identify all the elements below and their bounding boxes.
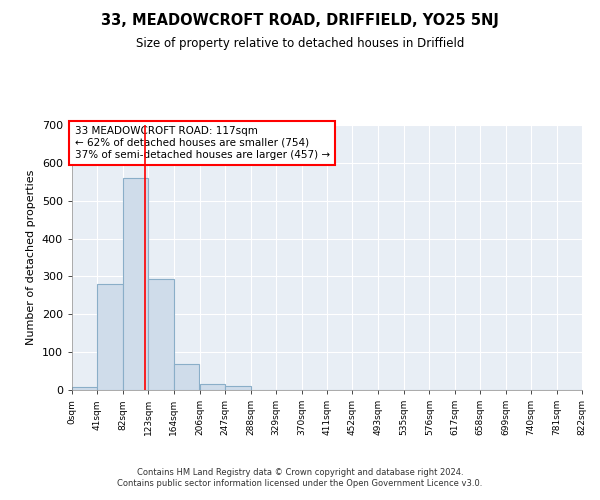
Bar bbox=[148, 280, 174, 390]
Text: 33 MEADOWCROFT ROAD: 117sqm
← 62% of detached houses are smaller (754)
37% of se: 33 MEADOWCROFT ROAD: 117sqm ← 62% of det… bbox=[74, 126, 329, 160]
Bar bbox=[123, 178, 148, 390]
Y-axis label: Number of detached properties: Number of detached properties bbox=[26, 170, 36, 345]
Bar bbox=[72, 387, 97, 390]
Text: Contains HM Land Registry data © Crown copyright and database right 2024.
Contai: Contains HM Land Registry data © Crown c… bbox=[118, 468, 482, 487]
Bar bbox=[200, 384, 225, 390]
Bar bbox=[97, 284, 123, 390]
Text: Size of property relative to detached houses in Driffield: Size of property relative to detached ho… bbox=[136, 38, 464, 51]
Bar bbox=[225, 386, 251, 390]
Bar bbox=[174, 364, 199, 390]
Text: 33, MEADOWCROFT ROAD, DRIFFIELD, YO25 5NJ: 33, MEADOWCROFT ROAD, DRIFFIELD, YO25 5N… bbox=[101, 12, 499, 28]
